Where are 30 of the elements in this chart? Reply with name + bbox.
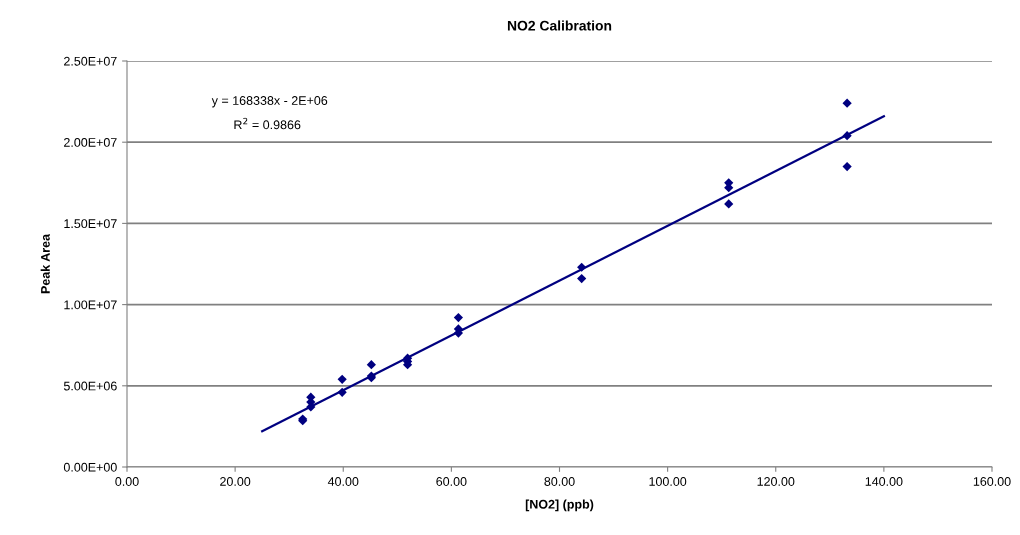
point xyxy=(577,274,587,284)
point xyxy=(337,387,347,397)
point xyxy=(724,199,734,209)
x-tick-label: 20.00 xyxy=(220,477,251,486)
y-tick-label: 1.00E+07 xyxy=(64,300,117,310)
annotation: y = 168338x - 2E+06 xyxy=(211,96,328,108)
y-tick-label: 2.50E+07 xyxy=(64,56,117,66)
x-tick-label: 100.00 xyxy=(649,477,687,486)
point xyxy=(842,161,852,172)
point xyxy=(453,312,464,323)
point xyxy=(842,98,852,108)
point xyxy=(577,262,587,272)
point xyxy=(337,374,347,384)
y-tick-label: 1.50E+07 xyxy=(64,219,117,229)
x-tick-label: 60.00 xyxy=(436,477,467,486)
x-tick-label: 160.00 xyxy=(973,477,1011,486)
y-axis-title: Peak Area xyxy=(40,233,50,294)
x-tick-label: 140.00 xyxy=(865,477,903,486)
x-axis-title: [NO2] (ppb) xyxy=(525,499,594,512)
x-tick-label: 80.00 xyxy=(544,477,575,486)
x-tick-label: 0.00 xyxy=(115,477,139,486)
y-tick-label: 0.00E+00 xyxy=(63,462,117,472)
y-tick-label: 2.00E+07 xyxy=(64,138,117,147)
x-tick-label: 120.00 xyxy=(757,477,795,486)
y-tick-label: 5.00E+06 xyxy=(63,381,117,391)
point xyxy=(366,360,376,370)
annotation: R$^{2}$ = 0.9866 xyxy=(234,117,301,130)
point xyxy=(842,131,852,141)
x-tick-label: 40.00 xyxy=(327,477,359,486)
chart-title: NO2 Calibration xyxy=(507,20,612,31)
